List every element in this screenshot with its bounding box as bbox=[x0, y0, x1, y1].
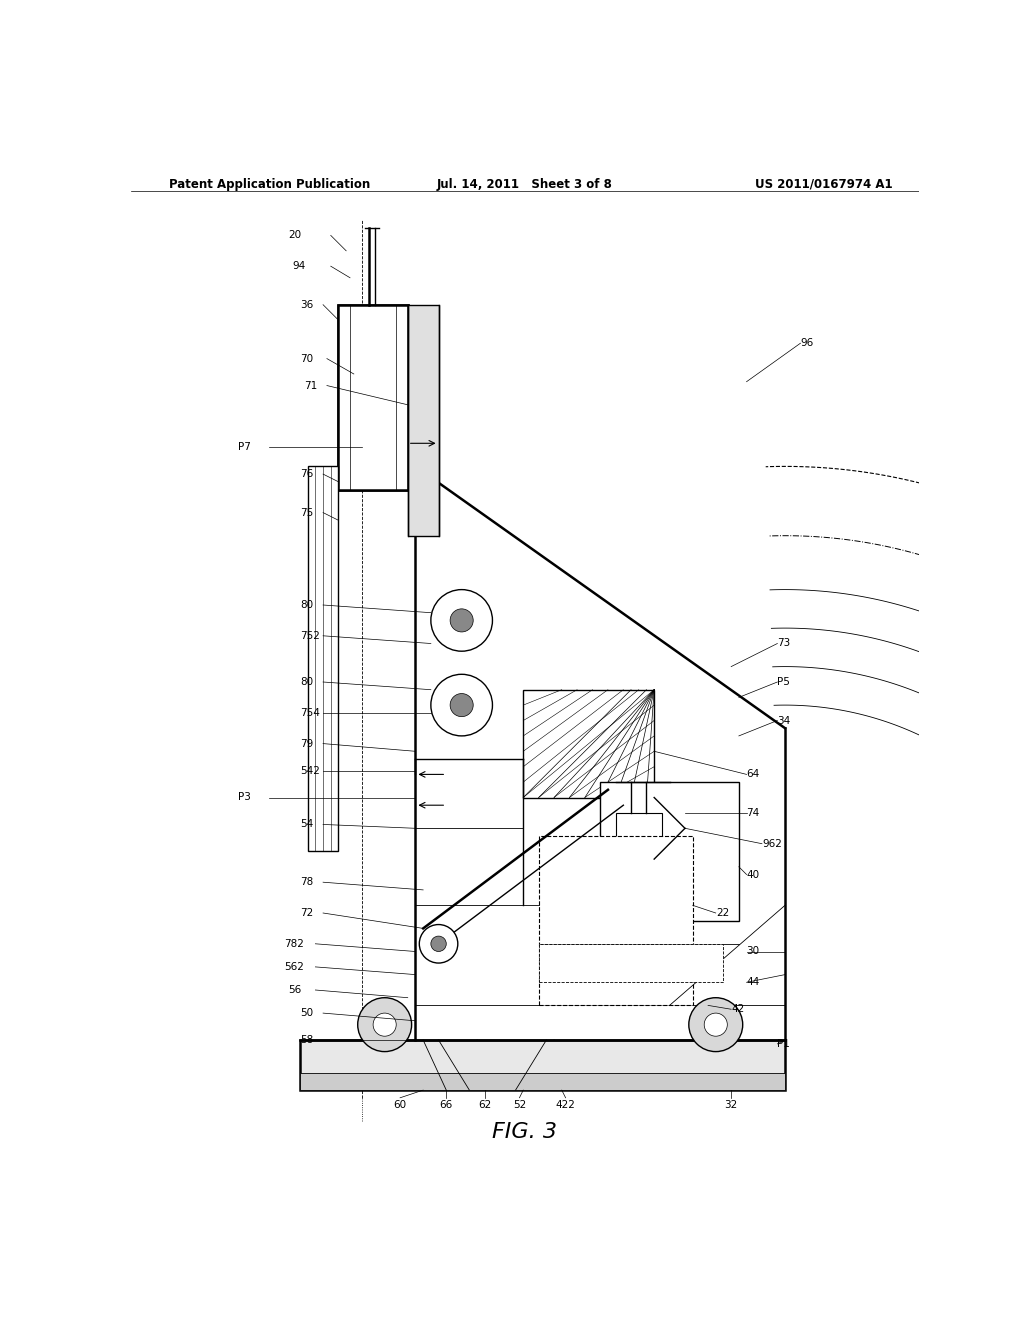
Bar bbox=[539, 944, 724, 982]
Bar bbox=[300, 1040, 785, 1090]
Text: 58: 58 bbox=[300, 1035, 313, 1045]
Bar bbox=[339, 305, 408, 490]
Text: 76: 76 bbox=[300, 469, 313, 479]
Text: 42: 42 bbox=[731, 1005, 744, 1014]
Text: 62: 62 bbox=[478, 1101, 492, 1110]
Text: 542: 542 bbox=[300, 766, 319, 776]
Text: 80: 80 bbox=[300, 677, 313, 686]
Text: 56: 56 bbox=[289, 985, 302, 995]
Text: Jul. 14, 2011   Sheet 3 of 8: Jul. 14, 2011 Sheet 3 of 8 bbox=[437, 178, 612, 190]
Text: 782: 782 bbox=[285, 939, 304, 949]
Bar bbox=[408, 305, 438, 536]
Text: 52: 52 bbox=[513, 1101, 526, 1110]
Text: Patent Application Publication: Patent Application Publication bbox=[169, 178, 371, 190]
Bar bbox=[307, 466, 339, 851]
Text: 752: 752 bbox=[300, 631, 319, 640]
Bar bbox=[539, 836, 692, 1006]
Circle shape bbox=[689, 998, 742, 1052]
Text: 32: 32 bbox=[725, 1101, 737, 1110]
Text: 79: 79 bbox=[300, 739, 313, 748]
Text: 72: 72 bbox=[300, 908, 313, 917]
Text: 78: 78 bbox=[300, 878, 313, 887]
Circle shape bbox=[419, 924, 458, 964]
Bar bbox=[300, 1076, 785, 1090]
Text: P1: P1 bbox=[777, 1039, 791, 1049]
Text: 70: 70 bbox=[300, 354, 313, 363]
Bar bbox=[300, 1073, 785, 1090]
Text: 22: 22 bbox=[716, 908, 729, 917]
Text: 75: 75 bbox=[300, 508, 313, 517]
Text: 50: 50 bbox=[300, 1008, 313, 1018]
Text: 71: 71 bbox=[304, 380, 317, 391]
Polygon shape bbox=[539, 1040, 569, 1063]
Text: 422: 422 bbox=[556, 1101, 575, 1110]
Text: 64: 64 bbox=[746, 770, 760, 779]
Text: 30: 30 bbox=[746, 946, 760, 957]
Polygon shape bbox=[462, 1040, 493, 1063]
Text: 20: 20 bbox=[289, 231, 301, 240]
Circle shape bbox=[451, 693, 473, 717]
Text: 754: 754 bbox=[300, 708, 319, 718]
Text: P3: P3 bbox=[239, 792, 251, 803]
Circle shape bbox=[431, 675, 493, 737]
Text: 54: 54 bbox=[300, 820, 313, 829]
Text: 40: 40 bbox=[746, 870, 760, 879]
Bar bbox=[600, 781, 739, 921]
Text: 80: 80 bbox=[300, 601, 313, 610]
Circle shape bbox=[705, 1014, 727, 1036]
Text: FIG. 3: FIG. 3 bbox=[493, 1122, 557, 1142]
Text: 562: 562 bbox=[285, 962, 304, 972]
Text: 962: 962 bbox=[762, 838, 782, 849]
Text: 66: 66 bbox=[439, 1101, 453, 1110]
Text: P7: P7 bbox=[239, 442, 251, 453]
Text: US 2011/0167974 A1: US 2011/0167974 A1 bbox=[756, 178, 893, 190]
Text: 96: 96 bbox=[801, 338, 814, 348]
Circle shape bbox=[431, 936, 446, 952]
Bar bbox=[523, 689, 654, 797]
Text: 73: 73 bbox=[777, 639, 791, 648]
Circle shape bbox=[373, 1014, 396, 1036]
Text: 34: 34 bbox=[777, 715, 791, 726]
Text: 94: 94 bbox=[292, 261, 305, 271]
Text: 60: 60 bbox=[393, 1101, 407, 1110]
Text: 44: 44 bbox=[746, 977, 760, 987]
Text: 74: 74 bbox=[746, 808, 760, 818]
Bar bbox=[615, 813, 662, 859]
Circle shape bbox=[451, 609, 473, 632]
Circle shape bbox=[431, 590, 493, 651]
Text: P5: P5 bbox=[777, 677, 791, 686]
Text: 36: 36 bbox=[300, 300, 313, 310]
Bar bbox=[339, 305, 408, 490]
Circle shape bbox=[357, 998, 412, 1052]
